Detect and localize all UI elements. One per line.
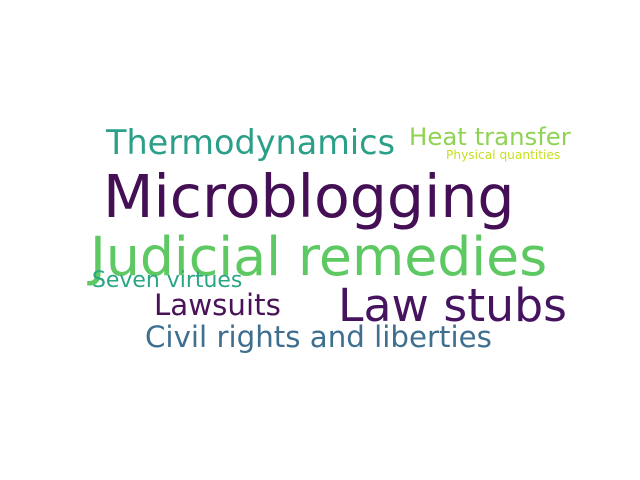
word-thermodynamics: Thermodynamics bbox=[106, 122, 396, 162]
word-microblogging: Microblogging bbox=[103, 162, 515, 231]
word-judicial-remedies: Judicial remedies bbox=[90, 225, 548, 289]
word-lawsuits: Lawsuits bbox=[154, 288, 281, 323]
word-physical-quantities: Physical quantities bbox=[446, 147, 561, 162]
word-seven-virtues: Seven virtues bbox=[92, 268, 243, 293]
word-law-stubs: Law stubs bbox=[338, 279, 567, 333]
word-civil-rights-and-liberties: Civil rights and liberties bbox=[145, 320, 492, 355]
word-heat-transfer: Heat transfer bbox=[409, 121, 571, 151]
